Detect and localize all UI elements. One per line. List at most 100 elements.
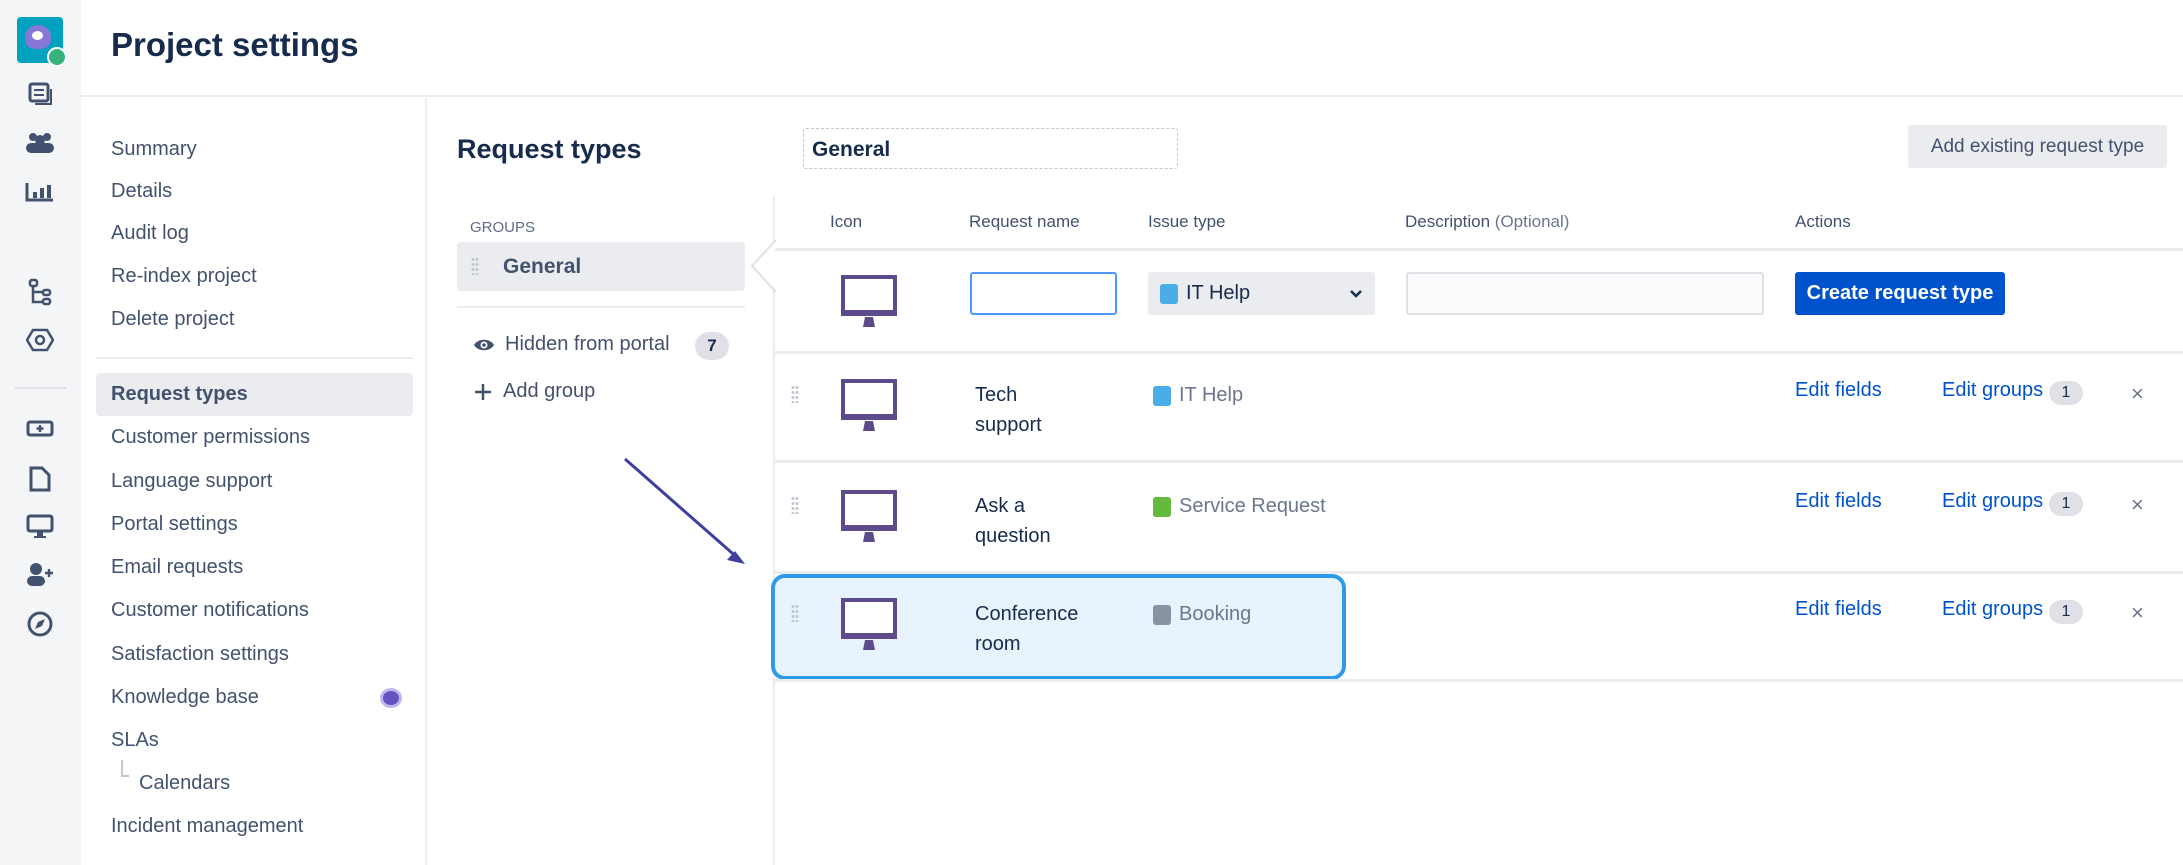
group-item-general[interactable]: General: [457, 242, 745, 291]
request-name-line2: question: [975, 525, 1051, 547]
request-name[interactable]: Ask a question: [975, 491, 1051, 551]
request-name-line1: Tech: [975, 384, 1018, 406]
monitor-icon: [841, 490, 897, 542]
workflow-icon[interactable]: [24, 276, 56, 308]
issue-type-label: IT Help: [1179, 384, 1244, 406]
row-divider: [775, 679, 2183, 682]
monitor-icon[interactable]: [841, 275, 897, 331]
group-label: General: [503, 255, 582, 278]
drag-handle-icon[interactable]: [791, 385, 799, 403]
col-header-issue-type: Issue type: [1148, 212, 1226, 231]
queues-icon[interactable]: [24, 78, 56, 110]
it-help-icon: [1160, 283, 1178, 304]
nav-customer-permissions[interactable]: Customer permissions: [111, 426, 310, 448]
description-label: Description: [1405, 212, 1491, 231]
pages-icon[interactable]: [24, 463, 56, 495]
settings-sidebar: Summary Details Audit log Re-index proje…: [81, 98, 427, 865]
nav-audit-log[interactable]: Audit log: [111, 222, 189, 244]
monitor-icon: [841, 379, 897, 431]
edit-fields-link[interactable]: Edit fields: [1795, 379, 1882, 401]
nav-request-types[interactable]: Request types: [96, 373, 413, 416]
annotation-arrow: [624, 457, 745, 564]
create-request-type-button[interactable]: Create request type: [1795, 272, 2005, 315]
invite-user-icon[interactable]: [24, 559, 56, 591]
nav-summary[interactable]: Summary: [111, 138, 197, 160]
nav-divider: [96, 357, 413, 359]
drag-handle-icon[interactable]: [791, 604, 799, 622]
issue-type-label: Booking: [1179, 603, 1252, 625]
request-name-input[interactable]: [970, 272, 1117, 315]
col-header-icon: Icon: [830, 212, 863, 231]
issue-type-value: IT Help: [1186, 282, 1251, 304]
nav-customer-notifications[interactable]: Customer notifications: [111, 599, 309, 621]
raise-request-icon[interactable]: [24, 413, 56, 445]
col-header-description: Description (Optional): [1405, 212, 1569, 232]
groups-label: GROUPS: [470, 219, 536, 236]
table-border: [773, 196, 775, 865]
group-name-field[interactable]: General: [803, 128, 1178, 169]
issue-type-icon: [1153, 496, 1171, 517]
groups-divider: [457, 306, 745, 308]
explore-icon[interactable]: [24, 608, 56, 640]
edit-fields-link[interactable]: Edit fields: [1795, 598, 1882, 620]
request-name-line1: Conference: [975, 603, 1079, 625]
col-header-actions: Actions: [1795, 212, 1851, 231]
request-name-line2: support: [975, 414, 1042, 436]
issue-type: Service Request: [1153, 495, 1326, 518]
plus-icon: [475, 383, 491, 400]
remove-request-type-button[interactable]: ×: [2131, 381, 2144, 406]
hidden-count-badge: 7: [695, 332, 729, 360]
issue-type-select[interactable]: IT Help: [1148, 272, 1375, 315]
add-group-button[interactable]: Add group: [473, 380, 595, 403]
request-name-line1: Ask a: [975, 495, 1026, 517]
components-icon[interactable]: [24, 324, 56, 356]
groups-count-badge: 1: [2049, 600, 2083, 624]
monitor-icon: [841, 598, 897, 650]
edit-groups-link[interactable]: Edit groups: [1942, 598, 2044, 620]
nav-reindex-project[interactable]: Re-index project: [111, 265, 257, 287]
add-existing-request-type-button[interactable]: Add existing request type: [1908, 125, 2167, 168]
groups-count-badge: 1: [2049, 492, 2083, 516]
app-rail: [0, 0, 81, 865]
reports-icon[interactable]: [24, 176, 56, 208]
page-title: Project settings: [111, 26, 359, 63]
row-divider: [775, 460, 2183, 463]
nav-knowledge-base[interactable]: Knowledge base: [111, 686, 259, 708]
nav-delete-project[interactable]: Delete project: [111, 308, 235, 330]
request-name-line2: room: [975, 633, 1021, 655]
row-divider: [775, 351, 2183, 354]
issue-type: IT Help: [1153, 384, 1243, 407]
remove-request-type-button[interactable]: ×: [2131, 600, 2144, 625]
nav-portal-settings[interactable]: Portal settings: [111, 513, 238, 535]
nav-details[interactable]: Details: [111, 180, 173, 202]
request-name[interactable]: Conference room: [975, 599, 1078, 659]
issue-type-icon: [1153, 385, 1171, 406]
request-name[interactable]: Tech support: [975, 380, 1042, 440]
groups-count-badge: 1: [2049, 381, 2083, 405]
nav-email-requests[interactable]: Email requests: [111, 556, 244, 578]
portal-icon[interactable]: [24, 511, 56, 543]
nav-language-support[interactable]: Language support: [111, 470, 273, 492]
edit-fields-link[interactable]: Edit fields: [1795, 490, 1882, 512]
customers-icon[interactable]: [24, 127, 56, 159]
edit-groups-link[interactable]: Edit groups: [1942, 490, 2044, 512]
remove-request-type-button[interactable]: ×: [2131, 492, 2144, 517]
hidden-from-portal-link[interactable]: Hidden from portal: [473, 333, 670, 356]
project-avatar[interactable]: [17, 17, 67, 67]
header-divider: [775, 248, 2183, 251]
nav-calendars[interactable]: Calendars: [139, 772, 231, 794]
row-divider: [775, 571, 2183, 574]
hidden-label: Hidden from portal: [505, 333, 670, 355]
optional-label: (Optional): [1494, 212, 1570, 231]
issue-type-icon: [1153, 604, 1171, 625]
nav-incident-management[interactable]: Incident management: [111, 815, 304, 837]
page-header: [81, 0, 2183, 97]
edit-groups-link[interactable]: Edit groups: [1942, 379, 2044, 401]
drag-handle-icon[interactable]: [471, 257, 479, 275]
description-input[interactable]: [1406, 272, 1764, 315]
chevron-down-icon: [1350, 289, 1362, 298]
tree-connector: [121, 760, 129, 777]
drag-handle-icon[interactable]: [791, 496, 799, 514]
nav-slas[interactable]: SLAs: [111, 729, 159, 751]
nav-satisfaction-settings[interactable]: Satisfaction settings: [111, 643, 289, 665]
